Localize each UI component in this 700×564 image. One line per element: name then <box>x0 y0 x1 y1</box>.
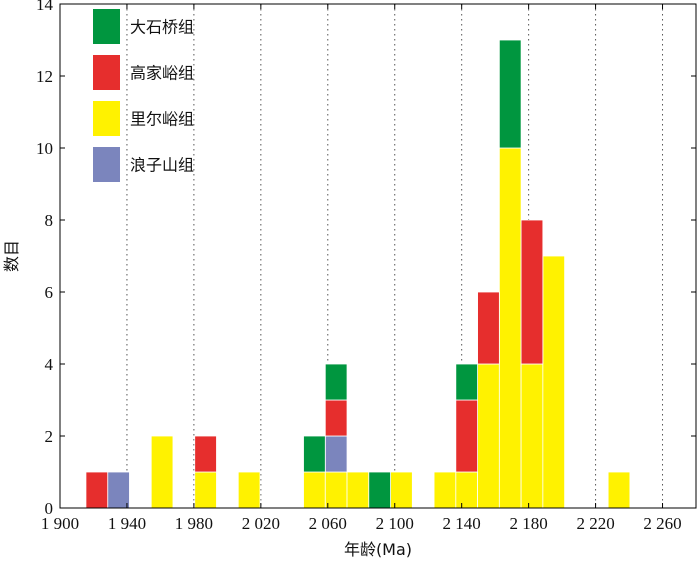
y-tick-label: 14 <box>36 0 54 14</box>
bar-segment <box>433 471 457 509</box>
bar-segment <box>390 471 413 509</box>
bar-segment <box>455 471 478 509</box>
x-axis-label: 年龄(Ma) <box>344 540 412 559</box>
y-tick-label: 10 <box>36 139 53 158</box>
bar-segment <box>107 471 130 509</box>
bar-segment <box>303 435 326 473</box>
bar-segment <box>303 471 326 509</box>
axis-ticks: 1 900 1 940 1 980 2 020 2 060 2 100 2 140 2 180… <box>36 0 696 533</box>
x-tick-label: 2 100 <box>376 514 414 533</box>
bar-segment <box>498 147 522 509</box>
bar-segment <box>477 363 500 509</box>
x-tick-label: 2 060 <box>309 514 347 533</box>
legend-label: 高家峪组 <box>130 64 194 83</box>
x-tick-label: 2 020 <box>242 514 280 533</box>
bar-segment <box>455 399 478 473</box>
bar-segment <box>607 471 631 509</box>
x-tick-label: 1 980 <box>175 514 213 533</box>
bar-segment <box>542 255 566 509</box>
bar-segment <box>324 399 348 437</box>
legend-swatch <box>93 55 120 90</box>
x-tick-label: 2 220 <box>576 514 614 533</box>
bar-segment <box>150 435 174 509</box>
y-tick-label: 8 <box>45 211 54 230</box>
y-tick-label: 6 <box>45 283 54 302</box>
x-tick-label: 1 940 <box>108 514 146 533</box>
bar-segment <box>368 471 391 509</box>
y-tick-label: 2 <box>45 427 54 446</box>
x-tick-label: 1 900 <box>41 514 79 533</box>
bar-segment <box>346 471 370 509</box>
legend-swatch <box>93 101 120 136</box>
plot-frame <box>59 3 697 509</box>
legend-swatch <box>93 147 120 182</box>
x-tick-label: 2 260 <box>643 514 681 533</box>
legend-label: 大石桥组 <box>130 18 194 37</box>
bar-segment <box>324 363 348 401</box>
bar-segment <box>455 363 478 401</box>
y-tick-label: 12 <box>36 67 53 86</box>
bar-segment <box>324 435 348 473</box>
y-tick-label: 0 <box>45 499 54 518</box>
legend-label: 里尔峪组 <box>130 110 194 129</box>
bars <box>85 39 631 509</box>
bar-segment <box>237 471 261 509</box>
y-tick-label: 4 <box>45 355 54 374</box>
legend-label: 浪子山组 <box>130 156 194 175</box>
bar-segment <box>194 471 217 509</box>
y-axis-label: 数目 <box>2 240 21 272</box>
legend-swatch <box>93 9 120 44</box>
bar-segment <box>194 435 217 473</box>
bar-segment <box>498 39 522 149</box>
bar-segment <box>520 363 544 509</box>
bar-segment <box>324 471 348 509</box>
x-tick-label: 2 140 <box>443 514 481 533</box>
bar-segment <box>520 219 544 365</box>
bar-segment <box>85 471 109 509</box>
grid-lines <box>126 4 664 508</box>
x-tick-label: 2 180 <box>510 514 548 533</box>
bar-segment <box>477 291 500 365</box>
